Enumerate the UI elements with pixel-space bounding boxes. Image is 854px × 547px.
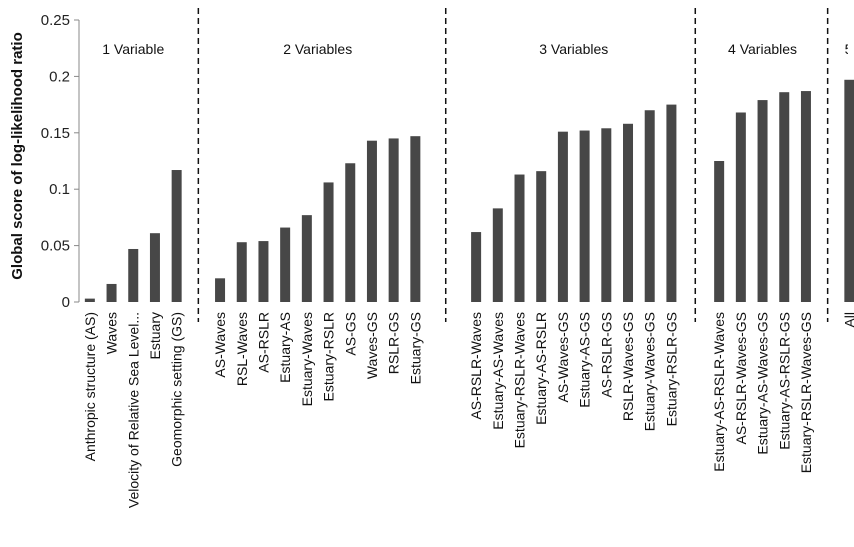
y-tick-label: 0.2 <box>49 68 70 85</box>
x-tick-label: Estuary-RSLR-Waves <box>512 312 528 448</box>
bar <box>800 91 811 303</box>
y-tick-label: 0 <box>62 294 70 311</box>
bar <box>557 131 568 302</box>
bar <box>514 174 525 302</box>
bar <box>388 138 399 302</box>
bar <box>735 112 746 302</box>
bar <box>323 182 334 302</box>
bar <box>601 128 612 302</box>
group-label: 4 Variables <box>728 41 797 57</box>
x-tick-label: Estuary-AS-GS <box>577 312 593 408</box>
bar <box>844 79 854 302</box>
category-labels: Anthropic structure (AS) Waves Velocity of… <box>82 312 854 508</box>
x-tick-label: AS-Waves <box>212 312 228 378</box>
bar <box>84 298 95 302</box>
bar <box>410 136 421 302</box>
bar <box>301 215 312 302</box>
bar <box>644 110 655 303</box>
bar <box>579 130 590 302</box>
x-tick-label: AS-RSLR-GS <box>598 312 614 398</box>
y-tick-label: 0.1 <box>49 181 70 198</box>
y-axis-label: Global score of log-likelihood ratio <box>9 32 26 280</box>
bars <box>84 79 854 303</box>
bar <box>471 232 482 302</box>
y-tick-label: 0.25 <box>41 12 70 29</box>
bar <box>714 161 725 302</box>
group-label: 2 Variables <box>283 41 352 57</box>
group-label: 3 Variables <box>539 41 608 57</box>
bar <box>366 140 377 302</box>
axes: 0 0.05 0.1 0.15 0.2 0.25 <box>41 12 80 311</box>
bar <box>236 242 247 302</box>
x-tick-label: AS-RSLR <box>255 312 271 373</box>
group-dividers <box>197 8 829 322</box>
x-tick-label: Estuary-AS-RSLR <box>533 312 549 425</box>
x-tick-label: Estuary-Waves <box>299 312 315 406</box>
bar <box>258 241 269 302</box>
x-tick-label: Geomorphic setting (GS) <box>169 312 185 467</box>
x-tick-label: Estuary <box>147 312 163 359</box>
x-tick-label: Estuary-Waves-GS <box>642 312 658 431</box>
x-tick-label: Estuary-RSLR <box>321 312 337 401</box>
bar <box>623 123 634 302</box>
group-label: 1 Variable <box>102 41 164 57</box>
bar <box>215 278 226 302</box>
x-tick-label: Estuary-AS-RSLR-GS <box>776 312 792 450</box>
bar <box>779 92 790 302</box>
group-labels: 1 Variable 2 Variables 3 Variables 4 Variab… <box>102 41 854 57</box>
bar <box>757 100 768 302</box>
x-tick-label: AS-RSLR-Waves <box>468 312 484 420</box>
x-tick-label: Waves <box>104 312 120 354</box>
x-tick-label: AS-GS <box>342 312 358 356</box>
x-tick-label: Velocity of Relative Sea Level... <box>125 312 141 508</box>
x-tick-label: Anthropic structure (AS) <box>82 312 98 461</box>
x-tick-label: RSLR-Waves-GS <box>620 312 636 421</box>
x-tick-label: Waves-GS <box>364 312 380 379</box>
bar <box>536 171 547 302</box>
bar <box>171 170 182 302</box>
x-tick-label: Estuary-GS <box>407 312 423 384</box>
bar <box>345 163 356 302</box>
y-tick-label: 0.15 <box>41 125 70 142</box>
x-tick-label: Estuary-AS-RSLR-Waves <box>711 312 727 472</box>
y-tick-label: 0.05 <box>41 238 70 255</box>
group-label: 5 Va <box>845 41 854 57</box>
bar <box>149 233 160 302</box>
x-tick-label: Estuary-AS-Waves-GS <box>755 312 771 455</box>
x-tick-label: Estuary-RSLR-Waves-GS <box>798 312 814 473</box>
bar <box>128 248 139 302</box>
bar <box>106 283 117 302</box>
x-tick-label: RSL-Waves <box>234 312 250 386</box>
x-tick-label: Estuary-RSLR-GS <box>663 312 679 426</box>
x-tick-label: AS-RSLR-Waves-GS <box>733 312 749 445</box>
x-tick-label: AS-Waves-GS <box>555 312 571 403</box>
x-tick-label: Estuary-AS <box>277 312 293 383</box>
bar <box>280 227 291 302</box>
bar <box>492 208 503 302</box>
x-tick-label: All <box>841 312 854 328</box>
bar <box>666 104 677 302</box>
x-tick-label: RSLR-GS <box>386 312 402 374</box>
x-tick-label: Estuary-AS-Waves <box>490 312 506 430</box>
